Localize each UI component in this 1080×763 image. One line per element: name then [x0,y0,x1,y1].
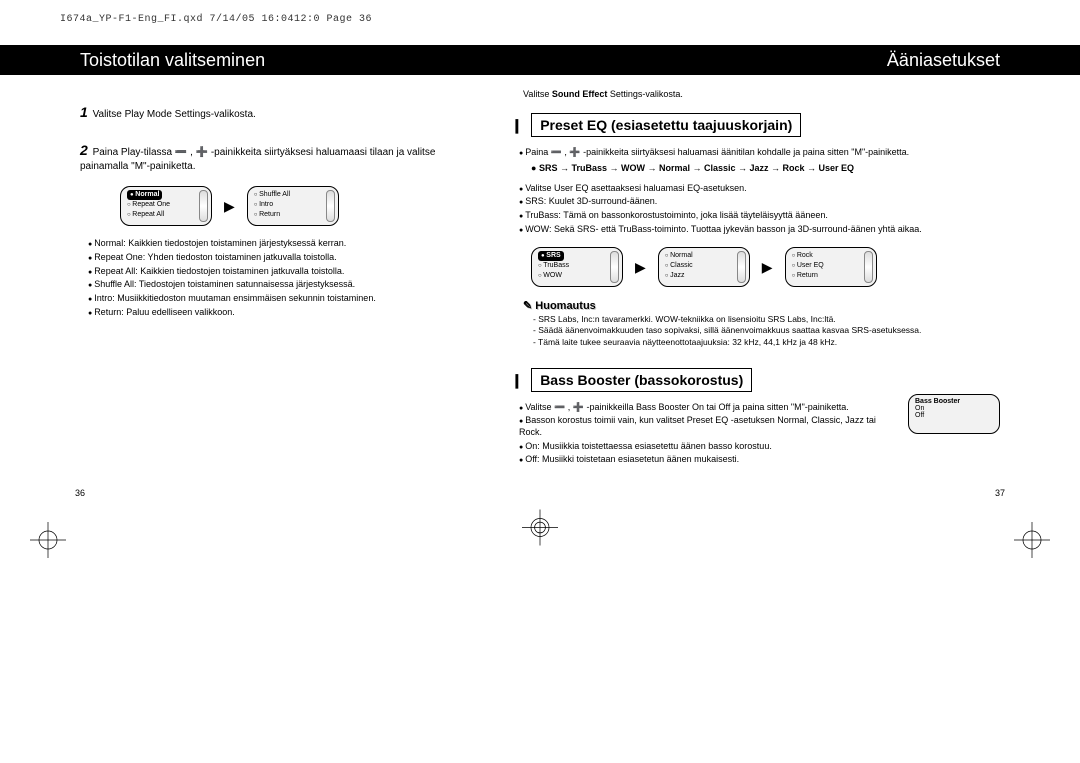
menu-item: Return [792,271,870,281]
bullet: Normal: Kaikkien tiedostojen toistaminen… [88,238,471,250]
menu-item: Repeat One [127,200,205,210]
menu-item: Normal [665,251,743,261]
title-bar: Toistotilan valitseminen Ääniasetukset [0,45,1080,75]
content-area: 1 Valitse Play Mode Settings-valikosta. … [0,75,1080,468]
eq-sequence: ● SRS → TruBass → WOW → Normal → Classic… [531,163,1000,173]
eq-menu-row: SRS TruBass WOW ▶ Normal Classic Jazz ▶ … [531,247,1000,287]
section-title: Bass Booster (bassokorostus) [531,368,752,392]
s1-bullets-top: Paina ➖ , ➕ -painikkeita siirtyäksesi ha… [519,147,1000,159]
menu-item: Intro [254,200,332,210]
device-cap [326,190,335,222]
bullet: Repeat All: Kaikkien tiedostojen toistam… [88,266,471,278]
menu-item: Classic [665,261,743,271]
bullet: SRS: Kuulet 3D-surround-äänen. [519,196,1000,208]
device-cap [610,251,619,283]
step-num: 1 [80,104,88,120]
eq-menu-1: SRS TruBass WOW [531,247,623,287]
note: Tämä laite tukee seuraavia näytteenottot… [533,337,1000,348]
menu-item: Rock [792,251,870,261]
registration-mark-center [522,510,558,551]
bullet: Paina ➖ , ➕ -painikkeita siirtyäksesi ha… [519,147,1000,159]
bb-text: Valitse ➖ , ➕ -painikkeilla Bass Booster… [511,392,898,468]
bb-menu-box: Bass Booster On Off [908,394,1000,434]
menu-item: Jazz [665,271,743,281]
menu-selected: SRS [538,251,564,261]
menu-item: Repeat All [127,210,205,220]
menu-item: WOW [538,271,616,281]
bass-booster-row: Valitse ➖ , ➕ -painikkeilla Bass Booster… [511,392,1000,468]
eq-menu-2: Normal Classic Jazz [658,247,750,287]
device-cap [864,251,873,283]
note-list: SRS Labs, Inc:n tavaramerkki. WOW-teknii… [533,314,1000,347]
bb-title: Bass Booster [915,398,960,405]
device-cap [737,251,746,283]
page-number-right: 37 [995,488,1005,498]
section-2-header: ❙ Bass Booster (bassokorostus) [511,362,1000,392]
title-left: Toistotilan valitseminen [20,50,265,71]
menu-item: Off [915,412,924,419]
s2-bullets: Valitse ➖ , ➕ -painikkeilla Bass Booster… [519,402,898,466]
section-title: Preset EQ (esiasetettu taajuuskorjain) [531,113,801,137]
manual-spread: I674a_YP-F1-Eng_FI.qxd 7/14/05 16:0412:0… [0,0,1080,763]
menu-selected: Normal [127,190,162,200]
arrow-icon: ▶ [635,259,646,276]
print-header: I674a_YP-F1-Eng_FI.qxd 7/14/05 16:0412:0… [0,0,1080,25]
arrow-icon: ▶ [762,259,773,276]
section-marker: ❙ [511,372,523,388]
bullet: WOW: Sekä SRS- että TruBass-toiminto. Tu… [519,224,1000,236]
menu-item: Shuffle All [254,190,332,200]
menu-box-2: Shuffle All Intro Return [247,186,339,226]
note: SRS Labs, Inc:n tavaramerkki. WOW-teknii… [533,314,1000,325]
bullet: TruBass: Tämä on bassonkorostustoiminto,… [519,210,1000,222]
step-1: 1 Valitse Play Mode Settings-valikosta. [80,103,471,123]
step-text: Valitse Play Mode Settings-valikosta. [93,109,256,120]
menu-row: Normal Repeat One Repeat All ▶ Shuffle A… [120,186,471,226]
bullet: Repeat One: Yhden tiedoston toistaminen … [88,252,471,264]
bullet: Valitse ➖ , ➕ -painikkeilla Bass Booster… [519,402,898,414]
bullet: Valitse User EQ asettaaksesi haluamasi E… [519,183,1000,195]
right-column: Valitse Sound Effect Settings-valikosta.… [491,85,1030,468]
registration-mark-br [1014,522,1050,563]
bullet: On: Musiikkia toistettaessa esiasetettu … [519,441,898,453]
menu-item: User EQ [792,261,870,271]
step-num: 2 [80,142,88,158]
left-bullets: Normal: Kaikkien tiedostojen toistaminen… [88,238,471,318]
eq-menu-3: Rock User EQ Return [785,247,877,287]
menu-box-1: Normal Repeat One Repeat All [120,186,212,226]
bullet: Off: Musiikki toistetaan esiasetetun ään… [519,454,898,466]
menu-item: TruBass [538,261,616,271]
section-marker: ❙ [511,117,523,133]
bullet: Shuffle All: Tiedostojen toistaminen sat… [88,279,471,291]
section-1-header: ❙ Preset EQ (esiasetettu taajuuskorjain) [511,107,1000,137]
device-cap [199,190,208,222]
bullet: Intro: Musiikkitiedoston muutaman ensimm… [88,293,471,305]
note-heading: Huomautus [523,299,1000,312]
title-right: Ääniasetukset [887,50,1060,71]
bullet: Return: Paluu edelliseen valikkoon. [88,307,471,319]
step-2: 2 Paina Play-tilassa ➖ , ➕ -painikkeita … [80,141,471,175]
registration-mark-bl [30,522,66,563]
s1-bullets: Valitse User EQ asettaaksesi haluamasi E… [519,183,1000,236]
left-column: 1 Valitse Play Mode Settings-valikosta. … [50,85,491,468]
step-text: Paina Play-tilassa ➖ , ➕ -painikkeita si… [80,147,435,173]
bullet: Basson korostus toimii vain, kun valitse… [519,415,898,438]
menu-selected: On [915,405,945,412]
right-top-line: Valitse Sound Effect Settings-valikosta. [523,89,1000,99]
note: Säädä äänenvoimakkuuden taso sopivaksi, … [533,325,1000,336]
menu-item: Return [254,210,332,220]
page-number-left: 36 [75,488,85,498]
arrow-icon: ▶ [224,198,235,215]
